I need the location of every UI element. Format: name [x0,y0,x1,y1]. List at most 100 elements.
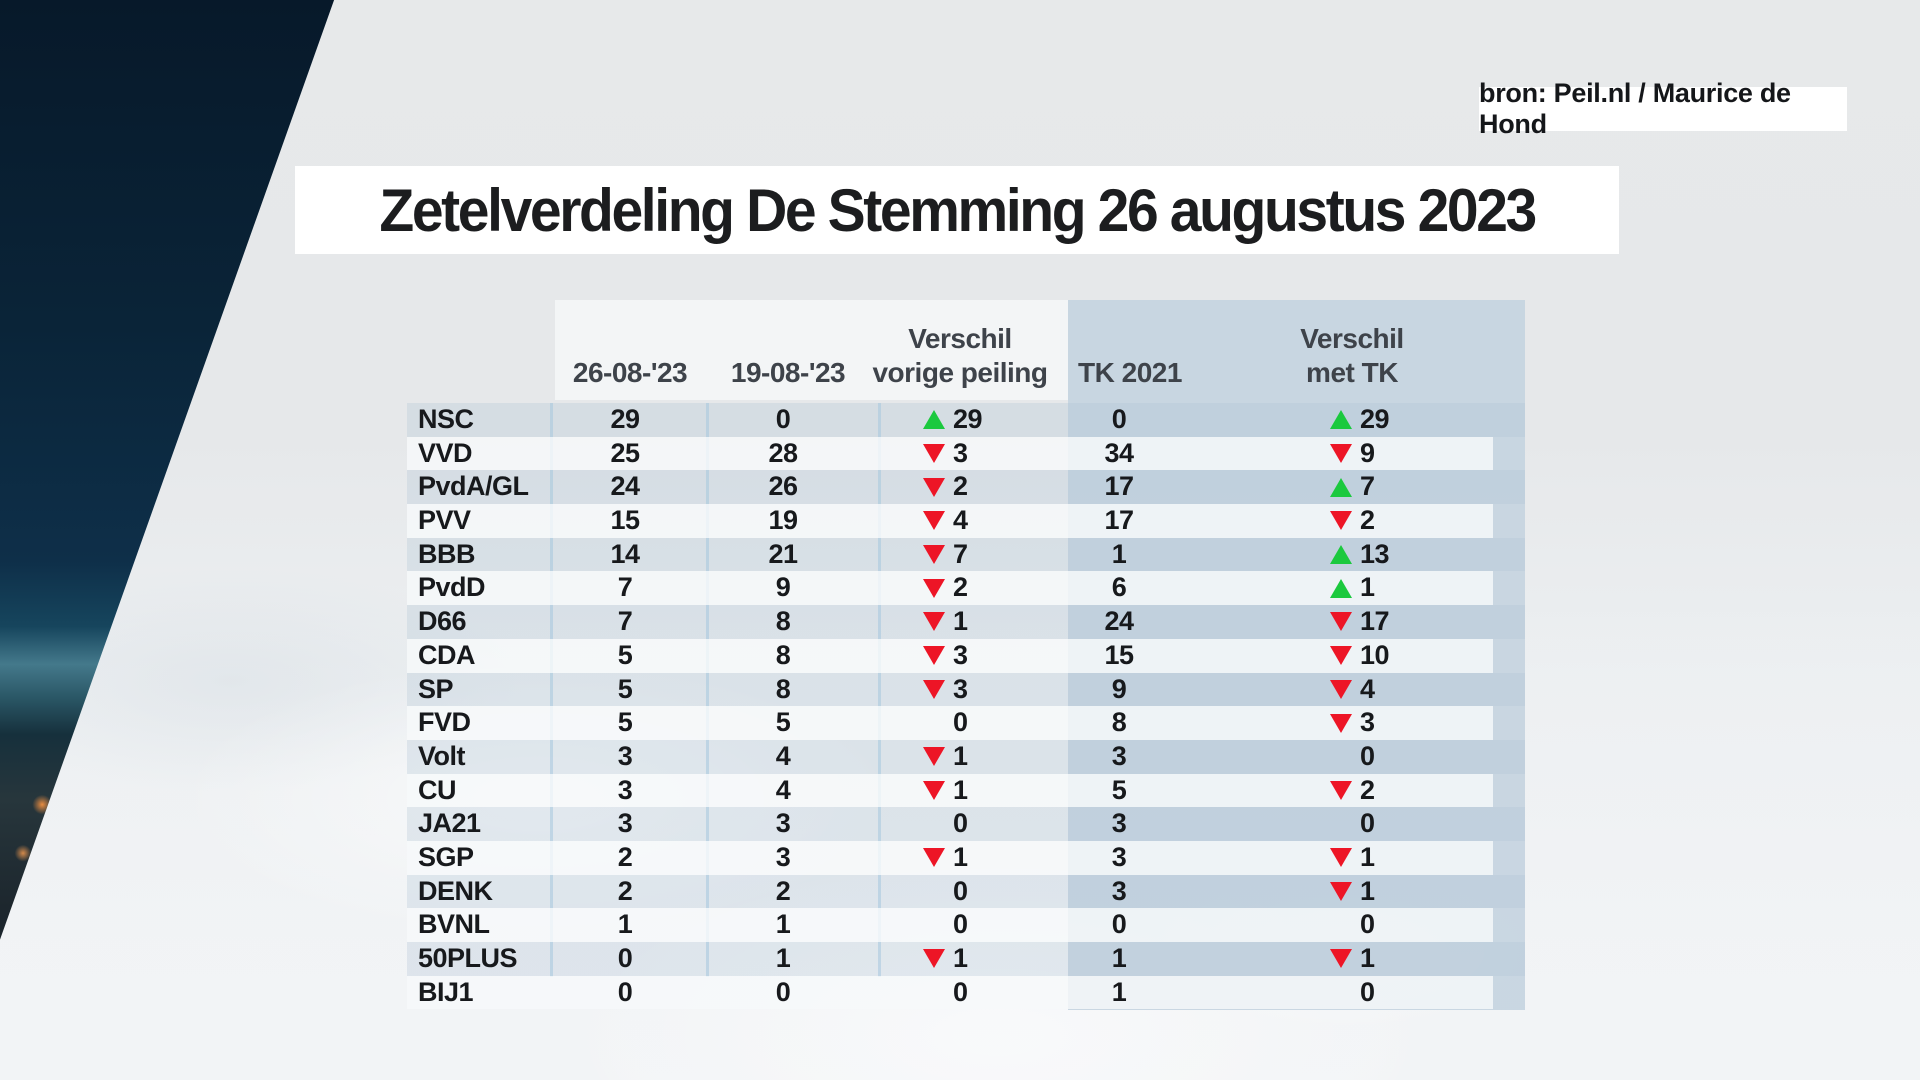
seat-distribution-table: 26-08-'23 19-08-'23 Verschil vorige peil… [400,300,1530,1011]
diff-with-tk: 1 [1322,571,1507,605]
trend-arrow-icon [1322,882,1352,901]
diff-tk-value: 17 [1360,606,1390,637]
seats-19-08: 4 [775,740,791,771]
seats-26-08: 7 [617,606,633,637]
trend-arrow-icon [915,781,945,800]
diff-previous-poll: 0 [915,908,1100,942]
seats-19-08: 8 [775,606,791,637]
trend-arrow-icon [915,612,945,631]
seats-tk2021: 0 [1111,404,1127,434]
seats-19-08: 8 [775,673,791,704]
diff-previous-value: 3 [953,437,968,468]
party-name: BBB [418,538,476,569]
party-name: PvdD [418,572,486,603]
diff-tk-value: 7 [1360,471,1375,502]
seats-19-08: 26 [768,471,798,502]
separator-line [550,403,553,977]
seats-tk2021: 3 [1111,841,1127,872]
diff-tk-value: 13 [1360,538,1390,569]
table-row: BBB 14 21 7 1 13 [400,537,1530,572]
column-header-diff-tk: Verschil met TK [1300,323,1404,388]
table-row: FVD 5 5 0 8 3 [400,706,1530,740]
diff-previous-poll: 1 [915,740,1100,774]
separator-line [706,403,709,977]
source-label: bron: Peil.nl / Maurice de Hond [1479,78,1791,139]
trend-arrow-icon [1322,478,1352,497]
diff-previous-value: 1 [953,841,968,872]
seats-tk2021: 1 [1111,976,1127,1007]
seats-19-08: 1 [775,943,791,973]
column-header-tk2021: TK 2021 [1078,357,1182,388]
column-header-diff-previous: Verschil vorige peiling [872,323,1048,388]
seats-26-08: 2 [617,875,633,906]
table-row: BIJ1 0 0 0 1 0 [400,975,1530,1010]
diff-tk-value: 2 [1360,774,1375,805]
trend-arrow-icon [1322,646,1352,665]
party-name: PvdA/GL [418,471,529,502]
trend-arrow-icon [915,545,945,564]
diff-previous-value: 4 [953,505,968,536]
diff-previous-poll: 0 [915,807,1100,841]
row-stripe [407,908,1493,942]
row-stripe [407,807,1525,841]
diff-tk-value: 0 [1360,808,1375,839]
source-attribution: bron: Peil.nl / Maurice de Hond [1479,78,1847,139]
seats-tk2021: 24 [1104,606,1134,637]
separator-line [878,403,881,977]
trend-arrow-icon [915,444,945,463]
trend-arrow-icon [1322,545,1352,564]
diff-with-tk: 0 [1322,740,1507,774]
seats-tk2021: 5 [1111,774,1127,805]
diff-previous-value: 0 [953,909,968,940]
seats-26-08: 0 [617,976,633,1007]
diff-with-tk: 1 [1322,942,1507,976]
party-name: CDA [418,639,476,670]
seats-tk2021: 15 [1104,639,1134,670]
diff-with-tk: 10 [1322,639,1507,673]
seats-19-08: 19 [768,505,798,536]
seats-26-08: 15 [610,505,640,536]
diff-previous-value: 0 [953,808,968,839]
seats-19-08: 1 [775,909,791,940]
diff-previous-poll: 0 [915,706,1100,740]
seats-tk2021: 3 [1111,808,1127,839]
seats-tk2021: 34 [1104,437,1134,468]
seats-tk2021: 17 [1104,505,1134,536]
trend-arrow-icon [915,511,945,530]
seats-26-08: 3 [617,808,633,839]
seats-26-08: 2 [617,841,633,872]
trend-arrow-icon [1322,680,1352,699]
diff-with-tk: 13 [1322,538,1507,572]
seats-tk2021: 3 [1111,875,1127,906]
table-row: D66 7 8 1 24 17 [400,605,1530,639]
diff-tk-value: 0 [1360,976,1375,1007]
diff-previous-value: 3 [953,639,968,670]
diff-tk-value: 4 [1360,673,1375,704]
seats-19-08: 0 [775,976,791,1007]
diff-previous-poll: 1 [915,942,1100,976]
diff-with-tk: 0 [1322,807,1507,841]
table-row: SP 5 8 3 9 4 [400,672,1530,707]
title-bar: Zetelverdeling De Stemming 26 augustus 2… [295,166,1619,254]
seats-26-08: 5 [617,639,633,670]
trend-arrow-icon [1322,781,1352,800]
trend-arrow-icon [915,848,945,867]
seats-19-08: 3 [775,808,791,839]
diff-with-tk: 29 [1322,403,1507,437]
diff-previous-value: 1 [953,740,968,771]
diff-tk-value: 9 [1360,437,1375,468]
diff-previous-poll: 4 [915,504,1100,538]
diff-with-tk: 1 [1322,841,1507,875]
trend-arrow-icon [915,680,945,699]
table-row: DENK 2 2 0 3 1 [400,874,1530,909]
diff-tk-value: 1 [1360,875,1375,906]
diff-tk-value: 3 [1360,707,1375,738]
row-stripe [407,638,1493,673]
row-stripe [407,840,1493,875]
party-name: SGP [418,841,474,872]
table-row: PvdD 7 9 2 6 1 [400,571,1530,606]
trend-arrow-icon [1322,848,1352,867]
party-name: JA21 [418,808,481,839]
diff-with-tk: 0 [1322,976,1507,1010]
party-name: SP [418,673,454,704]
